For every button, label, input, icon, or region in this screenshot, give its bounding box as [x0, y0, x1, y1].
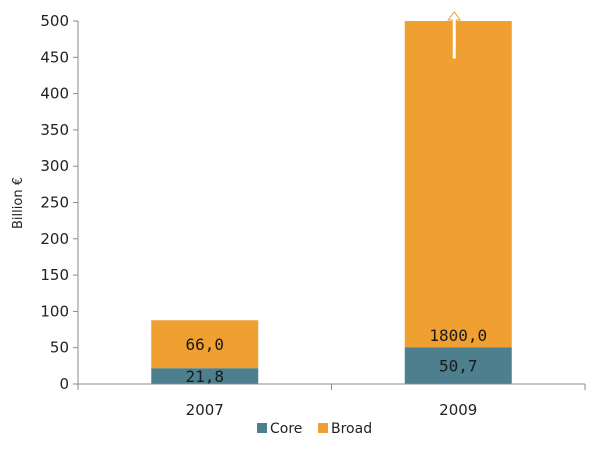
y-tick-label: 300: [40, 157, 69, 175]
bar-core: [151, 368, 259, 384]
legend-swatch-core: [257, 423, 267, 433]
x-tick-label: 2009: [439, 401, 477, 419]
bar-broad: [404, 21, 512, 348]
y-tick-label: 350: [40, 121, 69, 139]
y-tick-label: 400: [40, 85, 69, 103]
y-axis: 0 50 100 150 200 250 300 350 400 450 500: [40, 12, 79, 393]
y-axis-title: Billion €: [11, 177, 26, 229]
y-tick-label: 100: [40, 302, 69, 320]
x-axis: 2007 2009: [77, 383, 586, 419]
legend-swatch-broad: [318, 423, 328, 433]
data-label: 50,7: [439, 357, 478, 376]
legend-label-broad: Broad: [331, 421, 372, 437]
y-tick-label: 450: [40, 48, 69, 66]
legend: Core Broad: [257, 421, 372, 437]
y-tick-label: 150: [40, 266, 69, 284]
bar-broad: [151, 320, 259, 369]
x-tick-label: 2007: [186, 401, 224, 419]
y-tick-label: 500: [40, 12, 69, 30]
bar-core: [404, 347, 512, 384]
data-label: 1800,0: [429, 326, 487, 345]
legend-label-core: Core: [270, 421, 302, 437]
truncation-arrow: [447, 11, 462, 60]
y-tick-label: 250: [40, 194, 69, 212]
bars: 21,8 66,0 50,7 1800,0: [151, 11, 512, 386]
y-tick-label: 0: [59, 375, 69, 393]
data-label: 21,8: [185, 367, 224, 386]
data-label: 66,0: [185, 335, 224, 354]
y-tick-label: 50: [50, 339, 69, 357]
y-tick-label: 200: [40, 230, 69, 248]
up-arrow-icon: [447, 11, 462, 60]
